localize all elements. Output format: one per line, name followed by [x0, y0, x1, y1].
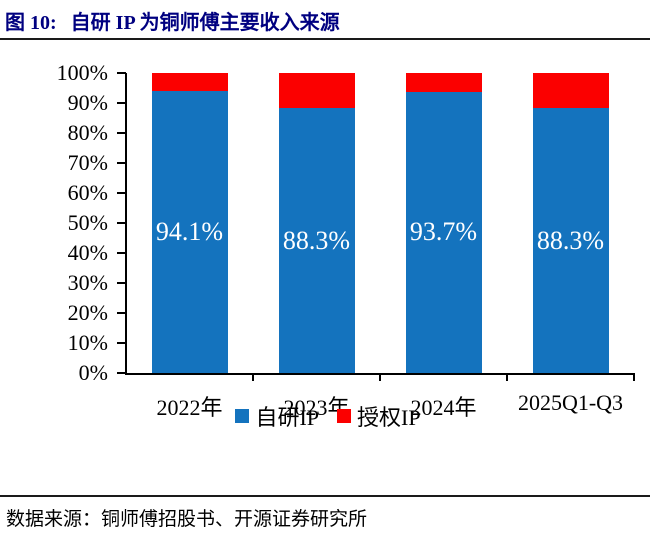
y-axis-tick-mark — [117, 222, 126, 224]
y-axis-tick-label: 70% — [67, 150, 108, 175]
figure-number: 图 10: — [5, 12, 57, 34]
y-axis-tick-label: 30% — [67, 270, 108, 295]
bar-data-label: 94.1% — [155, 216, 224, 246]
legend-label: 授权IP — [357, 405, 421, 430]
legend-item: 授权IP — [337, 400, 421, 432]
y-axis-tick-mark — [117, 102, 126, 104]
bar-segment-licensed-ip — [151, 73, 228, 91]
bar-segment-licensed-ip — [278, 73, 355, 109]
stacked-bar-chart: 0% 10% 20% 30% 40% 50% 60% 70% 80% 90% 100% 94.1% 20… — [0, 46, 656, 486]
y-axis-tick-label: 10% — [67, 330, 108, 355]
bar-segment-self-ip — [405, 91, 482, 373]
bar-segment-licensed-ip — [532, 73, 609, 109]
title-divider — [0, 38, 650, 40]
bar-segment-self-ip — [151, 90, 228, 373]
legend-item: 自研IP — [235, 400, 319, 432]
x-axis-category-label: 2024年 — [410, 395, 477, 420]
bar-segment-licensed-ip — [405, 73, 482, 92]
figure-title: 图 10: 自研 IP 为铜师傅主要收入来源 — [5, 6, 340, 35]
x-axis-tick-mark — [506, 373, 508, 381]
y-axis-tick-label: 20% — [67, 300, 108, 325]
x-axis-tick-mark — [379, 373, 381, 381]
y-axis-tick-label: 100% — [56, 60, 108, 85]
y-axis-tick-label: 80% — [67, 120, 108, 145]
y-axis-tick-label: 0% — [78, 360, 108, 385]
y-axis-tick-mark — [117, 342, 126, 344]
y-axis-tick-mark — [117, 72, 126, 74]
bar-segment-self-ip — [278, 108, 355, 373]
footer-divider — [0, 495, 650, 497]
legend-swatch-icon — [337, 409, 351, 423]
x-axis-tick-mark — [252, 373, 254, 381]
bar-data-label: 88.3% — [282, 225, 351, 255]
bar-data-label: 93.7% — [409, 217, 478, 247]
y-axis-tick-mark — [117, 282, 126, 284]
x-axis-tick-mark — [633, 373, 635, 381]
bar-data-label: 88.3% — [536, 225, 605, 255]
y-axis-tick-label: 60% — [67, 180, 108, 205]
x-axis-category-label: 2022年 — [156, 395, 223, 420]
y-axis-tick-label: 90% — [67, 90, 108, 115]
legend-swatch-icon — [235, 409, 250, 423]
figure-title-text: 自研 IP 为铜师傅主要收入来源 — [70, 12, 340, 34]
y-axis-tick-label: 50% — [67, 210, 108, 235]
data-source-note: 数据来源：铜师傅招股书、开源证券研究所 — [6, 509, 368, 530]
legend-label: 自研IP — [255, 405, 319, 430]
y-axis-tick-mark — [117, 132, 126, 134]
y-axis-tick-mark — [117, 252, 126, 254]
y-axis-tick-mark — [117, 162, 126, 164]
y-axis-tick-mark — [117, 192, 126, 194]
y-axis-tick-mark — [117, 372, 126, 374]
y-axis-tick-mark — [117, 312, 126, 314]
bar-segment-self-ip — [532, 108, 609, 373]
x-axis-category-label: 2025Q1-Q3 — [517, 390, 624, 415]
y-axis-line — [125, 73, 127, 375]
chart-legend: 自研IP 授权IP — [0, 400, 656, 432]
y-axis-tick-label: 40% — [67, 240, 108, 265]
